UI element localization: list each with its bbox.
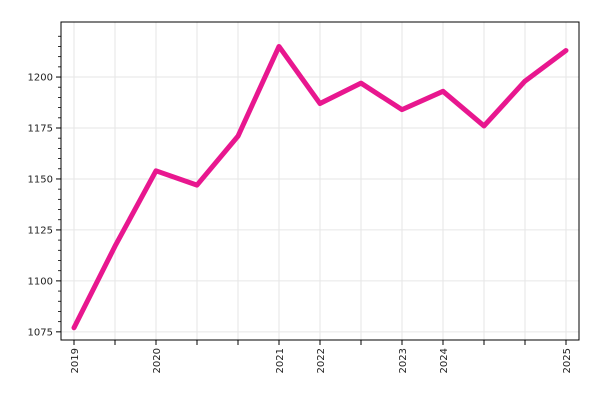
x-tick-label: 2019	[70, 348, 81, 373]
y-tick-label: 1075	[28, 327, 53, 338]
grid	[61, 22, 579, 340]
x-tick-label: 2023	[398, 348, 409, 373]
y-tick-label: 1150	[28, 174, 53, 185]
y-tick-label: 1200	[28, 73, 53, 84]
y-tick-label: 1100	[28, 276, 53, 287]
x-tick-label: 2022	[316, 348, 327, 373]
x-tick-label: 2021	[275, 348, 286, 373]
tick-labels: 2019 2020 2021 2022 2023 2024 2025 1075 1100 1125…	[28, 73, 573, 374]
series-line	[71, 43, 569, 331]
y-tick-label: 1175	[28, 124, 53, 135]
x-tick-label: 2025	[562, 348, 573, 373]
x-tick-label: 2024	[439, 348, 450, 373]
series-lines	[71, 43, 569, 331]
y-tick-label: 1125	[28, 225, 53, 236]
plot-frame	[60, 21, 580, 341]
x-tick-label: 2020	[152, 348, 163, 373]
axis-ticks	[56, 35, 567, 345]
